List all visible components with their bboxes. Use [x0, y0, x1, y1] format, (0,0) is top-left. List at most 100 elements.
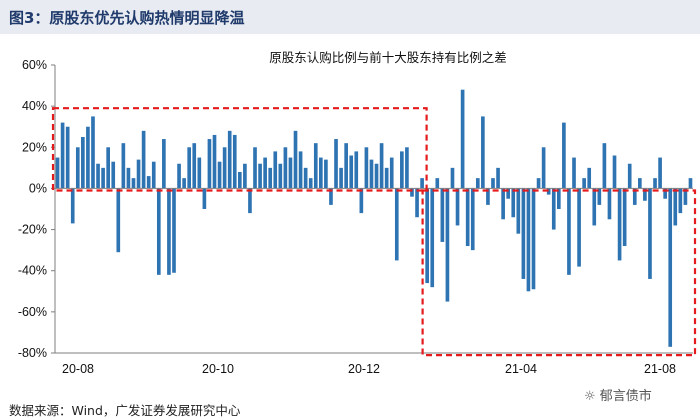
- bar-66: [389, 157, 394, 189]
- bar-60: [359, 188, 364, 214]
- bar-8: [96, 163, 100, 189]
- bar-57: [344, 143, 348, 189]
- y-tick-label-1: 40%: [22, 99, 47, 113]
- bar-102: [572, 157, 576, 189]
- bar-21: [162, 139, 166, 189]
- bar-13: [121, 143, 126, 189]
- bar-113: [627, 163, 632, 189]
- bar-51: [313, 143, 318, 189]
- bar-94: [531, 188, 536, 290]
- bar-59: [354, 151, 359, 189]
- bar-101: [567, 188, 571, 275]
- bar-105: [587, 167, 592, 189]
- source-note: 数据来源：Wind，广发证券发展研究中心: [9, 403, 241, 418]
- bar-28: [197, 157, 202, 189]
- bar-25: [182, 178, 186, 189]
- chart-title: 原股东认购比例与前十大股东持有比例之差: [269, 50, 507, 65]
- y-tick-label-0: 60%: [22, 58, 47, 72]
- x-tick-label-2: 20-12: [348, 362, 380, 376]
- bar-22: [167, 188, 171, 275]
- bar-39: [253, 147, 257, 189]
- bar-1: [60, 122, 65, 189]
- bar-69: [405, 147, 409, 189]
- bar-90: [511, 188, 516, 218]
- highlight-box-1: [421, 189, 697, 357]
- bar-96: [541, 147, 546, 189]
- bar-65: [384, 167, 389, 189]
- figure-title: 图3：原股东优先认购热情明显降温: [9, 9, 245, 27]
- bar-109: [607, 188, 612, 220]
- bar-115: [638, 178, 642, 189]
- wechat-icon: ☼: [584, 389, 596, 404]
- bar-48: [298, 151, 303, 189]
- bar-82: [470, 188, 475, 251]
- bar-10: [106, 147, 110, 189]
- bar-54: [329, 188, 333, 205]
- bars-layer: [55, 89, 693, 347]
- bar-23: [172, 188, 176, 273]
- bar-2: [65, 126, 70, 189]
- bar-80: [460, 89, 465, 189]
- bar-62: [369, 159, 374, 189]
- bar-87: [496, 167, 500, 189]
- bar-93: [526, 188, 531, 292]
- bar-75: [435, 178, 440, 189]
- bar-124: [683, 188, 688, 205]
- bar-4: [75, 147, 80, 189]
- bar-77: [445, 188, 450, 302]
- y-tick-label-2: 20%: [22, 140, 47, 154]
- bar-42: [268, 167, 273, 189]
- bar-121: [668, 188, 673, 347]
- bar-14: [126, 167, 131, 189]
- x-tick-label-3: 21-04: [505, 362, 537, 376]
- bar-18: [146, 176, 151, 189]
- bar-68: [400, 151, 404, 189]
- bar-103: [577, 188, 581, 267]
- bar-12: [116, 188, 121, 253]
- bar-27: [192, 143, 197, 189]
- bar-41: [263, 157, 267, 189]
- bar-26: [187, 147, 192, 189]
- ticks-layer: 60% 40% 20% 0% -20% -40% -60% -80% 20-08 20-10 20-…: [18, 58, 676, 376]
- bar-78: [450, 167, 455, 189]
- bar-114: [632, 188, 637, 205]
- bar-47: [293, 130, 298, 189]
- bar-64: [379, 143, 384, 189]
- bar-74: [430, 188, 435, 288]
- bar-53: [324, 159, 328, 189]
- bar-120: [663, 188, 667, 199]
- title-bar: 图3：原股东优先认购热情明显降温: [0, 0, 700, 34]
- bar-11: [111, 161, 116, 189]
- bar-111: [617, 188, 622, 261]
- bar-15: [131, 178, 136, 189]
- bar-117: [648, 188, 652, 279]
- bar-34: [227, 130, 232, 189]
- axes-layer: [54, 65, 693, 354]
- bar-24: [177, 163, 181, 189]
- bar-106: [592, 188, 597, 226]
- bar-84: [481, 116, 485, 189]
- bar-58: [349, 155, 354, 189]
- bar-92: [521, 188, 526, 279]
- bar-76: [440, 188, 445, 242]
- bar-3: [70, 188, 75, 224]
- bar-50: [308, 178, 313, 189]
- bar-95: [536, 178, 541, 189]
- bar-40: [258, 163, 262, 189]
- bar-70: [410, 188, 414, 197]
- bar-30: [207, 139, 212, 189]
- bar-85: [486, 188, 490, 205]
- bar-123: [678, 188, 683, 214]
- bar-73: [425, 188, 429, 284]
- bar-19: [151, 161, 156, 189]
- bar-122: [673, 188, 678, 226]
- bar-49: [303, 167, 308, 189]
- bar-43: [273, 151, 278, 189]
- y-tick-label-5: -40%: [18, 264, 47, 278]
- bar-0: [55, 157, 60, 189]
- bar-36: [237, 171, 242, 189]
- x-tick-label-1: 20-10: [202, 362, 234, 376]
- bar-33: [222, 147, 227, 189]
- bar-44: [278, 163, 283, 189]
- bar-32: [217, 161, 222, 189]
